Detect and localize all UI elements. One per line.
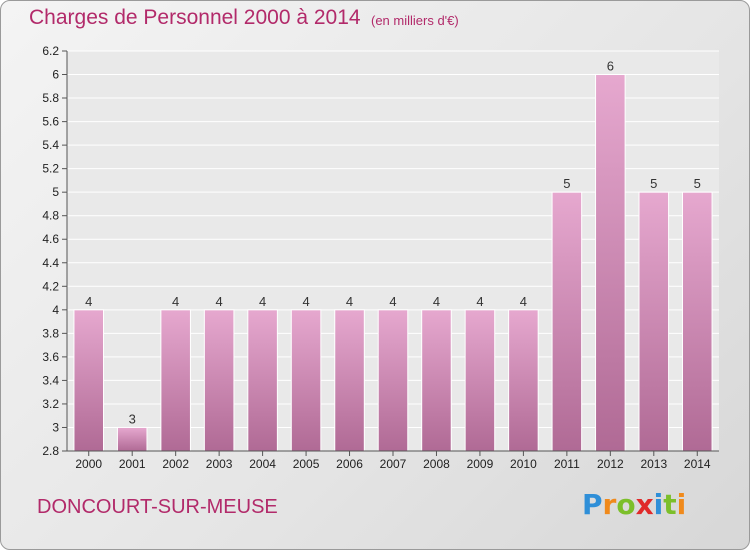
y-tick-label: 5.8 [42,91,59,105]
x-tick-label-2000: 2000 [75,457,102,471]
chart-subtitle: (en milliers d'€) [371,13,459,28]
x-tick-label-2005: 2005 [293,457,320,471]
data-label-2001: 3 [129,411,136,426]
y-tick-label: 3 [52,420,59,434]
data-label-2012: 6 [607,59,614,74]
x-tick-label-2008: 2008 [423,457,450,471]
y-tick-label: 3.8 [42,326,59,340]
commune-name: DONCOURT-SUR-MEUSE [37,496,278,518]
x-tick-label-2012: 2012 [597,457,624,471]
data-label-2008: 4 [433,294,440,309]
y-tick-label: 4 [52,303,59,317]
y-tick-label: 3.4 [42,373,59,387]
y-tick-label: 3.2 [42,397,59,411]
y-tick-label: 6.2 [42,44,59,58]
y-tick-label: 4.6 [42,232,59,246]
x-tick-label-2009: 2009 [467,457,494,471]
data-label-2000: 4 [85,294,92,309]
bar-2010[interactable] [508,309,539,452]
x-tick-label-2007: 2007 [380,457,407,471]
y-tick-label: 3.6 [42,350,59,364]
bar-2012[interactable] [595,74,626,452]
bar-2001[interactable] [116,426,148,452]
logo-letter: i [676,488,687,521]
data-label-2005: 4 [302,294,309,309]
bar-2007[interactable] [377,309,409,452]
x-tick-label-2004: 2004 [249,457,276,471]
proxiti-logo[interactable]: Proxiti [582,488,686,521]
bar-2006[interactable] [334,309,365,452]
y-tick-label: 5.4 [42,138,59,152]
logo-letter: x [635,488,654,521]
bar-2013[interactable] [638,191,670,452]
chart-axes: 2.8 3 3.2 3.4 3.6 3.8 4 4.2 4.4 4.6 4.8 5 5.2 5.4 5.6 5… [42,44,719,471]
y-tick-label: 5.6 [42,115,59,129]
bar-2002[interactable] [160,309,191,452]
bar-2003[interactable] [203,309,235,452]
y-tick-label: 5 [52,185,59,199]
logo-letter: t [663,488,677,521]
x-tick-label-2001: 2001 [119,457,146,471]
logo-letter: r [602,488,617,521]
bar-2011[interactable] [551,191,583,452]
logo-letter: o [616,488,636,521]
x-tick-label-2011: 2011 [554,457,580,471]
data-label-2013: 5 [650,176,657,191]
y-tick-label: 4.8 [42,209,59,223]
chart-bars: 4 3 4 4 4 4 4 4 4 4 4 5 6 5 5 [73,59,713,452]
data-label-2009: 4 [476,294,483,309]
bar-2000[interactable] [73,309,105,452]
x-tick-label-2014: 2014 [684,457,711,471]
data-label-2014: 5 [694,176,701,191]
data-label-2010: 4 [520,294,527,309]
x-tick-label-2002: 2002 [162,457,189,471]
logo-letter: P [582,488,603,521]
data-label-2006: 4 [346,294,353,309]
logo-letter: i [653,488,664,521]
data-label-2007: 4 [389,294,396,309]
y-tick-label: 4.2 [42,279,59,293]
data-label-2011: 5 [563,176,570,191]
bar-2009[interactable] [464,309,496,452]
data-label-2002: 4 [172,294,179,309]
x-tick-label-2013: 2013 [640,457,667,471]
chart-title: Charges de Personnel 2000 à 2014 [29,6,361,29]
x-tick-label-2010: 2010 [510,457,537,471]
bar-2004[interactable] [247,309,278,452]
data-label-2003: 4 [216,294,223,309]
y-tick-label: 6 [52,68,59,82]
x-tick-label-2003: 2003 [206,457,233,471]
bar-2014[interactable] [681,191,713,452]
data-label-2004: 4 [259,294,266,309]
y-tick-label: 2.8 [42,444,59,458]
bar-2005[interactable] [290,309,322,452]
y-tick-label: 5.2 [42,162,59,176]
y-tick-label: 4.4 [42,256,59,270]
x-tick-label-2006: 2006 [336,457,363,471]
bar-2008[interactable] [421,309,452,452]
